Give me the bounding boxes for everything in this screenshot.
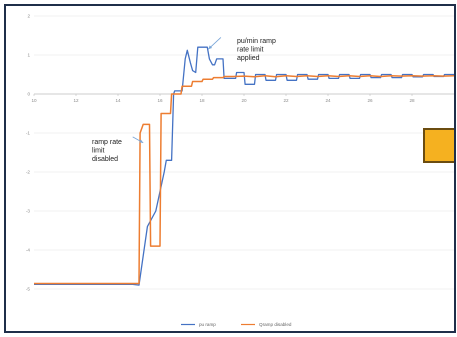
y-tick-label: -4 xyxy=(26,248,31,253)
x-tick-label: 16 xyxy=(157,98,163,103)
annotation-text: applied xyxy=(237,55,260,62)
overlay-box xyxy=(423,128,454,163)
series-line-1 xyxy=(34,74,454,285)
y-tick-label: -2 xyxy=(26,170,31,175)
annotation-arrowhead xyxy=(139,139,144,143)
series-line-0 xyxy=(34,46,454,286)
legend: pu ramp Qramp disabled xyxy=(181,322,292,327)
annotation-text: ramp rate xyxy=(92,139,122,146)
y-tick-label: -1 xyxy=(26,131,31,136)
y-tick-label: 1 xyxy=(27,53,30,58)
annotation-text: limit xyxy=(92,148,104,155)
series-lines xyxy=(34,46,454,286)
x-tick-label: 14 xyxy=(115,98,121,103)
chart-svg: 210-1-2-3-4-5 10 12 14 16 18 20 22 24 26 28 pu/mi… xyxy=(26,14,454,327)
x-axis-ticks: 10 12 14 16 18 20 22 24 26 28 xyxy=(31,94,415,103)
annotation-arrowhead xyxy=(208,45,213,50)
x-tick-label: 26 xyxy=(367,98,373,103)
legend-label-0: pu ramp xyxy=(199,322,216,327)
x-tick-label: 20 xyxy=(241,98,247,103)
chart-frame: 2 1 0 -1 -2 -3 -4 -5 10 12 14 16 18 20 22 24 26 28 pu/mi… xyxy=(4,4,456,333)
annotation-text: disabled xyxy=(92,156,118,163)
annotation-text: pu/min ramp xyxy=(237,38,276,45)
y-axis-ticks: 2 1 0 -1 -2 -3 -4 -5 xyxy=(26,14,31,292)
x-tick-label: 10 xyxy=(31,98,37,103)
y-tick-label: 0 xyxy=(27,92,30,97)
x-tick-label: 24 xyxy=(325,98,331,103)
y-tick-label: 2 xyxy=(27,14,30,19)
y-tick-label: -5 xyxy=(26,287,31,292)
x-tick-label: 28 xyxy=(409,98,415,103)
x-tick-label: 22 xyxy=(283,98,289,103)
annotation-text: rate limit xyxy=(237,47,264,54)
x-tick-label: 18 xyxy=(199,98,205,103)
legend-label-1: Qramp disabled xyxy=(259,322,292,327)
x-tick-label: 12 xyxy=(73,98,79,103)
y-tick-label: -3 xyxy=(26,209,31,214)
